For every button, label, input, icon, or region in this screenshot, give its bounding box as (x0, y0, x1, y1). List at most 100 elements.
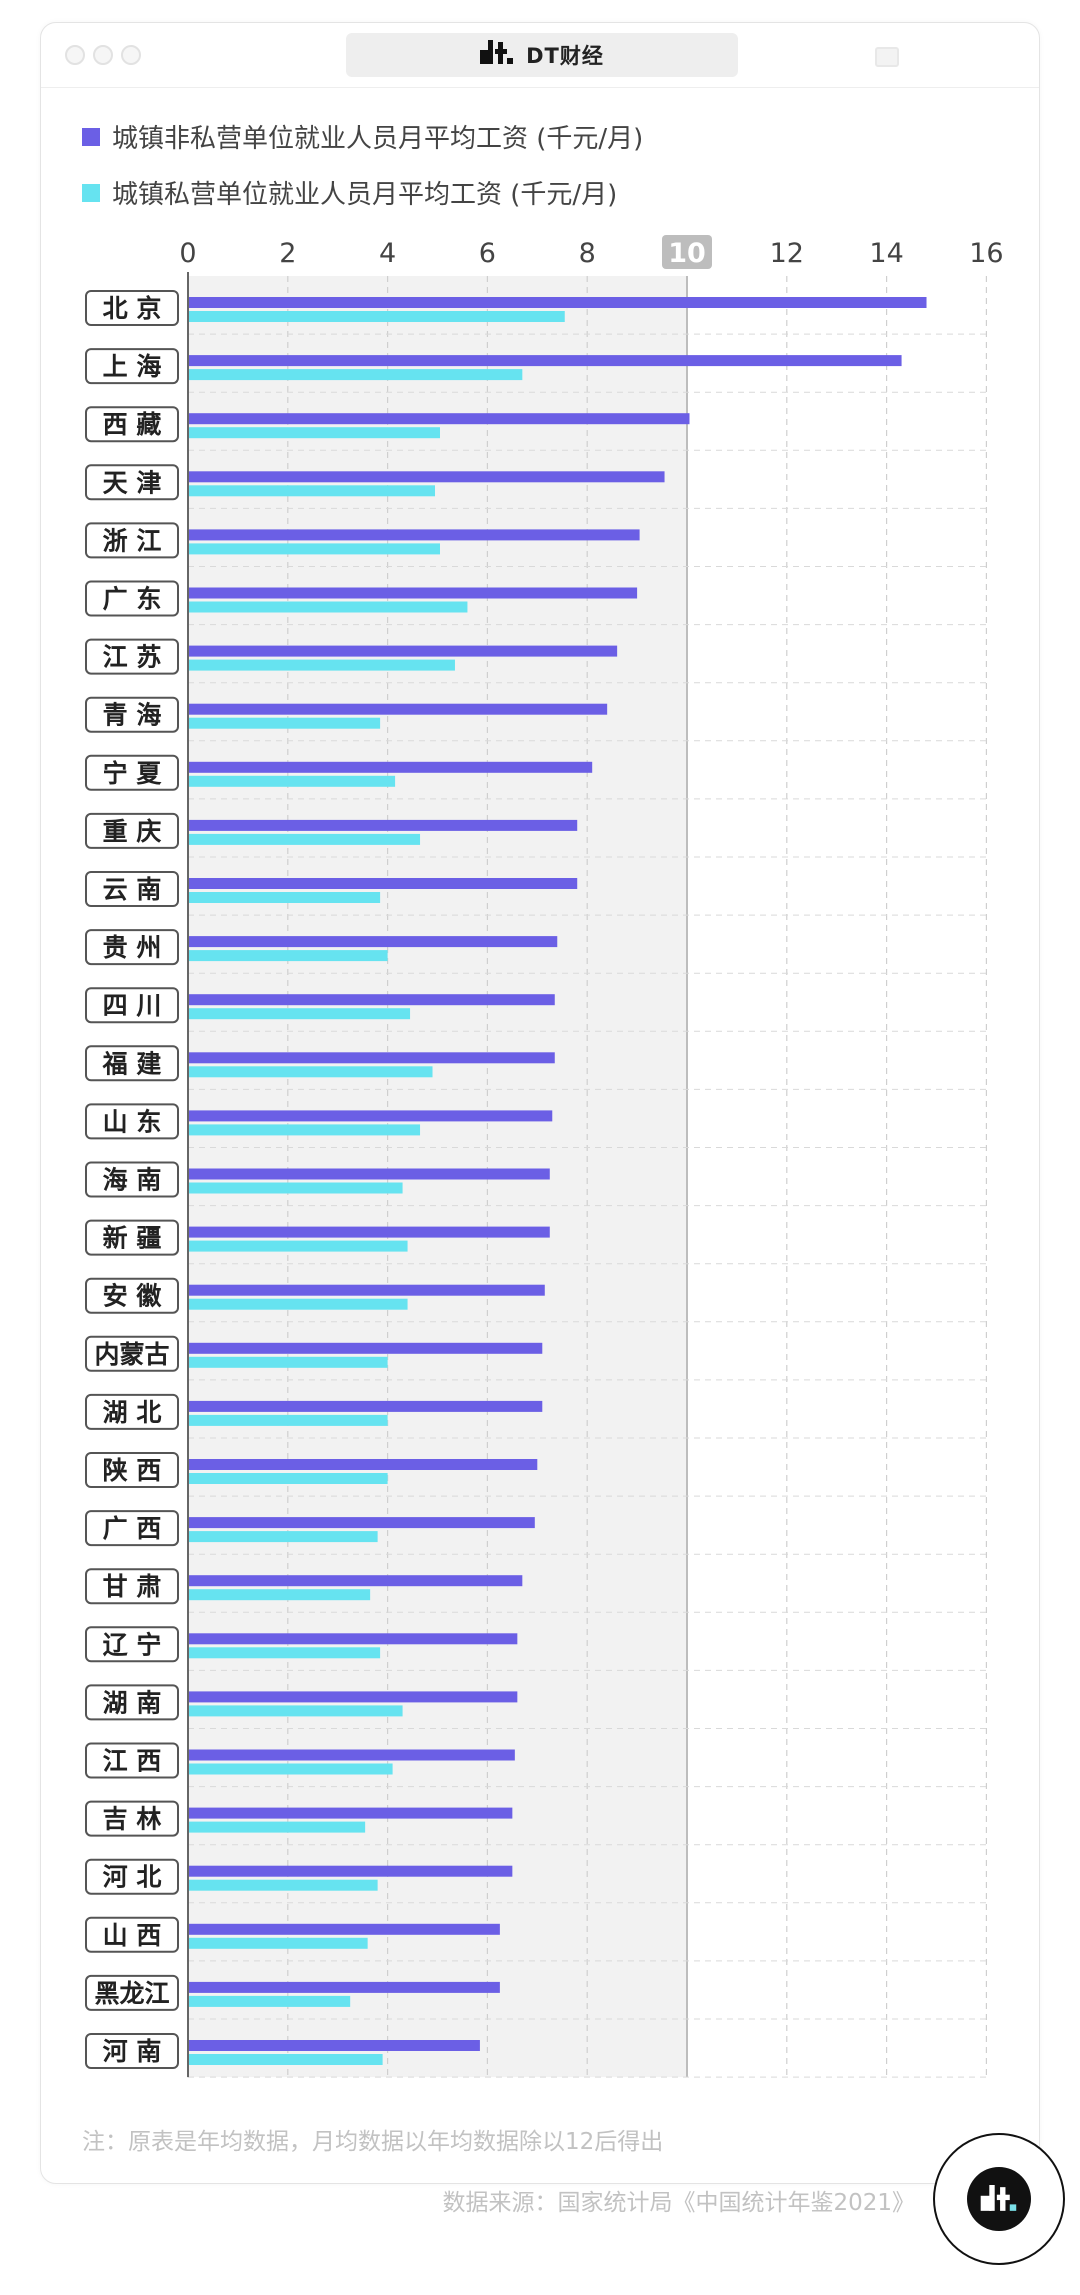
bar-nonprivate (188, 1284, 545, 1296)
category-label: 福 建 (102, 1049, 162, 1078)
bar-nonprivate (188, 1981, 500, 1993)
category-label: 内蒙古 (94, 1340, 169, 1369)
category-label: 新 疆 (103, 1224, 162, 1253)
category-label: 黑龙江 (94, 1979, 169, 2008)
category-label-box (85, 1568, 179, 1605)
category-label: 江 西 (103, 1747, 162, 1776)
bar-nonprivate (188, 1517, 535, 1529)
category-label-box (85, 290, 179, 326)
bar-private (188, 427, 440, 439)
bar-nonprivate (188, 2040, 480, 2051)
category-label: 江 苏 (103, 643, 162, 672)
category-label-box (85, 812, 179, 849)
bar-nonprivate (188, 1691, 518, 1703)
category-label-box (85, 1161, 179, 1198)
bar-private (188, 892, 381, 903)
category-label-box (85, 696, 179, 733)
category-label: 海 南 (103, 1166, 162, 1195)
bar-nonprivate (188, 1865, 513, 1877)
category-label: 上 海 (103, 352, 162, 381)
bar-private (188, 311, 565, 322)
bar-private (188, 1182, 403, 1194)
category-label-box (85, 1684, 179, 1721)
category-label-box (85, 1626, 179, 1663)
category-label: 西 藏 (103, 410, 162, 439)
bar-private (188, 1356, 388, 1368)
bar-private (188, 1821, 366, 1833)
bar-nonprivate (188, 529, 640, 541)
dt-logo-icon (480, 40, 514, 70)
bar-private (188, 950, 388, 962)
category-label-box (85, 2033, 179, 2069)
x-tick-label: 2 (279, 238, 296, 269)
bar-nonprivate (188, 994, 555, 1006)
legend-swatch-nonprivate (82, 127, 100, 146)
category-label-box (85, 522, 179, 559)
bar-nonprivate (188, 1168, 550, 1180)
bar-nonprivate (188, 1749, 515, 1761)
category-label: 云 南 (103, 875, 162, 904)
category-label-box (85, 464, 179, 501)
bar-private (188, 1531, 378, 1543)
category-label-box (85, 638, 179, 675)
x-tick-label: 8 (579, 238, 596, 269)
window-titlebar: DT财经 (41, 23, 1039, 88)
category-label: 湖 南 (103, 1688, 162, 1717)
title-pill: DT财经 (346, 33, 738, 77)
category-label: 山 西 (103, 1921, 162, 1950)
bar-nonprivate (188, 645, 618, 657)
category-label-box (85, 1045, 179, 1082)
bar-nonprivate (188, 355, 902, 367)
category-label: 辽 宁 (103, 1630, 162, 1659)
category-label-box (85, 1393, 179, 1430)
bar-private (188, 1008, 411, 1020)
bar-nonprivate (188, 819, 578, 831)
category-label-box (85, 1974, 179, 2011)
category-label: 天 津 (103, 468, 162, 497)
category-label-box (85, 1452, 179, 1488)
category-label: 四 川 (103, 991, 162, 1020)
bar-nonprivate (188, 1459, 538, 1470)
bar-nonprivate (188, 297, 927, 308)
bar-private (188, 833, 421, 845)
x-tick-label: 4 (379, 238, 396, 269)
legend-item-nonprivate: 城镇非私营单位就业人员月平均工资 (千元/月) (82, 118, 643, 155)
bar-private (188, 369, 523, 381)
category-label-box (85, 754, 179, 791)
chart-note: 注：原表是年均数据，月均数据以年均数据除以12后得出 (82, 2129, 664, 2155)
bar-nonprivate (188, 1052, 555, 1064)
bar-nonprivate (188, 1342, 543, 1354)
category-label: 广 东 (103, 585, 162, 614)
category-label: 宁 夏 (103, 759, 163, 788)
category-label-box (85, 1858, 179, 1895)
bar-nonprivate (188, 878, 578, 889)
bar-private (188, 1647, 381, 1659)
bar-private (188, 1589, 371, 1601)
x-tick-label: 6 (479, 238, 496, 269)
category-label: 吉 林 (103, 1805, 162, 1834)
window-close-dot (65, 45, 85, 65)
bar-nonprivate (188, 1575, 523, 1587)
dt-badge (933, 2133, 1065, 2265)
window-minimize-dot (93, 45, 113, 65)
bar-nonprivate (188, 1923, 500, 1935)
category-label: 陕 西 (103, 1456, 162, 1485)
bar-nonprivate (188, 1807, 513, 1819)
bar-private (188, 1763, 393, 1775)
category-label: 重 庆 (103, 817, 162, 846)
category-label: 浙 江 (103, 526, 162, 555)
category-label: 广 西 (103, 1514, 162, 1543)
bar-private (188, 1937, 368, 1949)
bar-private (188, 1298, 408, 1310)
bar-nonprivate (188, 587, 638, 599)
bar-nonprivate (188, 1633, 518, 1645)
data-source: 数据来源：国家统计局《中国统计年鉴2021》 (442, 2190, 915, 2216)
bar-private (188, 775, 396, 787)
bar-private (188, 1124, 421, 1136)
category-label: 山 东 (103, 1107, 162, 1136)
x-tick-label: 14 (869, 238, 903, 269)
bar-private (188, 1066, 433, 1078)
x-tick-label: 16 (969, 238, 1003, 269)
bar-private (188, 1240, 408, 1252)
category-label: 贵 州 (103, 933, 162, 962)
